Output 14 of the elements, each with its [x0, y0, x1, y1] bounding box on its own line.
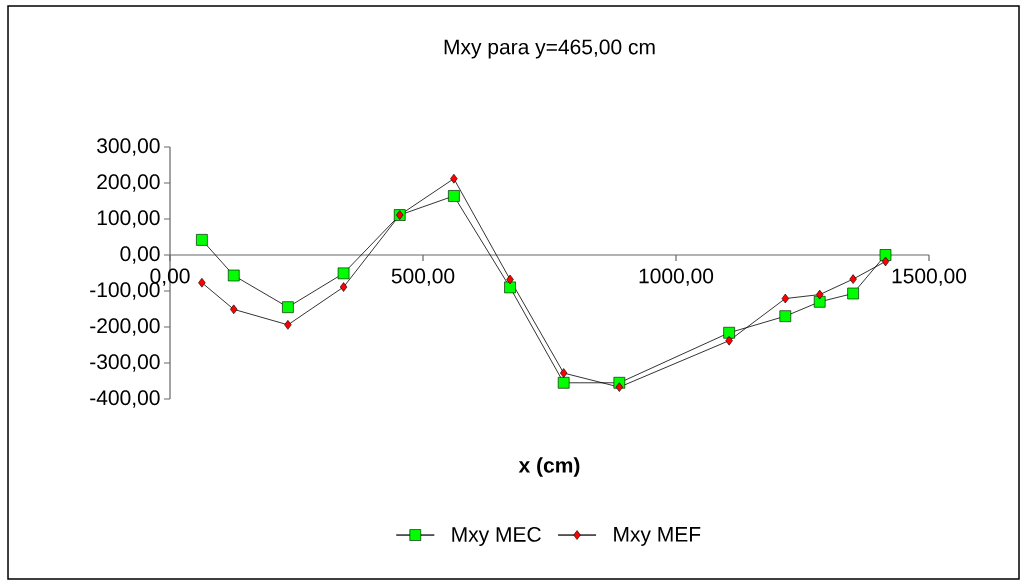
x-axis-title: x (cm) — [518, 457, 580, 477]
x-tick-label: 500,00 — [391, 268, 455, 286]
y-tick-label: -200,00 — [90, 318, 160, 336]
y-tick-label: -300,00 — [90, 354, 160, 372]
y-tick-label: 300,00 — [97, 138, 160, 156]
y-tick-label: -400,00 — [90, 390, 160, 408]
x-tick-label: 1500,00 — [892, 268, 967, 286]
chart-title: Mxy para y=465,00 cm — [444, 39, 655, 59]
legend-label: Mxy MEC — [452, 526, 541, 546]
x-tick-label: 1000,00 — [639, 268, 714, 286]
y-tick-label: 200,00 — [97, 174, 160, 192]
y-tick-label: 0,00 — [120, 246, 160, 264]
y-tick-label: 100,00 — [97, 210, 160, 228]
legend-label: Mxy MEF — [614, 527, 701, 546]
